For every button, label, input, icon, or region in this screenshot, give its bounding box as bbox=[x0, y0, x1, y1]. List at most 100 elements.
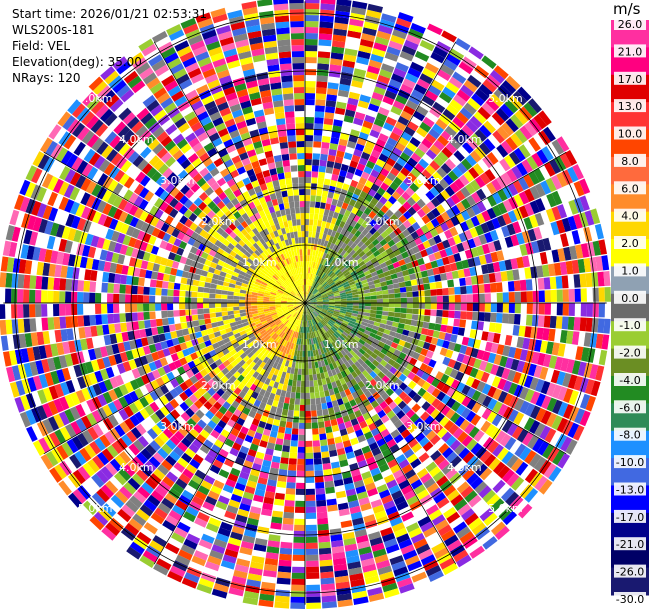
velocity-gate bbox=[343, 347, 350, 355]
velocity-gate bbox=[305, 494, 316, 501]
velocity-gate bbox=[328, 295, 335, 298]
velocity-gate bbox=[331, 46, 345, 54]
velocity-gate bbox=[375, 396, 385, 405]
velocity-gate bbox=[314, 337, 318, 344]
velocity-gate bbox=[361, 253, 368, 261]
velocity-gate bbox=[540, 410, 552, 425]
velocity-gate bbox=[439, 347, 448, 357]
velocity-gate bbox=[281, 306, 288, 310]
velocity-gate bbox=[530, 266, 538, 279]
velocity-gate bbox=[506, 169, 518, 183]
velocity-gate bbox=[395, 94, 408, 105]
velocity-gate bbox=[213, 269, 221, 276]
velocity-gate bbox=[185, 309, 192, 316]
velocity-gate bbox=[32, 346, 41, 361]
velocity-gate bbox=[417, 387, 427, 397]
velocity-gate bbox=[62, 115, 76, 131]
velocity-gate bbox=[543, 463, 557, 479]
velocity-gate bbox=[134, 258, 143, 269]
velocity-gate bbox=[199, 229, 208, 238]
velocity-gate bbox=[527, 98, 542, 114]
velocity-gate bbox=[487, 386, 497, 398]
velocity-gate bbox=[275, 356, 281, 364]
velocity-gate bbox=[497, 189, 508, 202]
velocity-gate bbox=[436, 204, 446, 215]
velocity-gate bbox=[26, 426, 38, 442]
velocity-gate bbox=[301, 380, 305, 387]
velocity-gate bbox=[459, 277, 466, 286]
velocity-gate bbox=[111, 230, 120, 242]
velocity-gate bbox=[470, 179, 481, 192]
velocity-gate bbox=[367, 65, 380, 75]
velocity-gate bbox=[140, 374, 150, 385]
velocity-gate bbox=[351, 289, 358, 293]
velocity-gate bbox=[169, 208, 179, 218]
velocity-gate bbox=[206, 357, 215, 366]
velocity-gate bbox=[459, 107, 473, 120]
velocity-gate bbox=[345, 171, 354, 180]
velocity-gate bbox=[398, 459, 410, 469]
velocity-gate bbox=[216, 247, 225, 255]
velocity-gate bbox=[260, 339, 267, 346]
velocity-gate bbox=[105, 462, 118, 476]
velocity-gate bbox=[294, 362, 299, 369]
velocity-gate bbox=[264, 491, 275, 499]
velocity-gate bbox=[312, 274, 316, 281]
velocity-gate bbox=[326, 241, 332, 249]
velocity-gate bbox=[335, 321, 342, 326]
velocity-gate bbox=[311, 287, 316, 294]
velocity-gate bbox=[103, 334, 112, 346]
velocity-gate bbox=[41, 359, 50, 373]
velocity-gate bbox=[166, 371, 176, 381]
velocity-gate bbox=[281, 451, 290, 459]
velocity-gate bbox=[426, 375, 435, 385]
velocity-gate bbox=[373, 367, 381, 375]
velocity-gate bbox=[344, 285, 351, 290]
velocity-gate bbox=[0, 304, 6, 319]
velocity-gate bbox=[333, 374, 340, 382]
velocity-gate bbox=[197, 292, 204, 298]
velocity-gate bbox=[549, 315, 557, 329]
velocity-gate bbox=[510, 358, 520, 371]
velocity-gate bbox=[327, 278, 333, 284]
velocity-gate bbox=[501, 420, 513, 433]
velocity-gate bbox=[325, 288, 332, 292]
velocity-gate bbox=[370, 149, 381, 159]
velocity-gate bbox=[287, 303, 294, 305]
velocity-gate bbox=[185, 506, 199, 517]
velocity-gate bbox=[359, 393, 368, 402]
velocity-gate bbox=[522, 337, 531, 350]
velocity-gate bbox=[313, 256, 318, 263]
velocity-gate bbox=[330, 273, 337, 279]
velocity-gate bbox=[47, 416, 60, 431]
velocity-gate bbox=[368, 59, 382, 69]
velocity-gate bbox=[263, 294, 270, 298]
velocity-gate bbox=[377, 226, 385, 235]
velocity-gate bbox=[318, 277, 323, 284]
velocity-gate bbox=[452, 71, 467, 84]
velocity-gate bbox=[344, 420, 353, 429]
velocity-gate bbox=[322, 601, 337, 609]
velocity-gate bbox=[346, 307, 353, 311]
velocity-gate bbox=[194, 372, 204, 381]
velocity-gate bbox=[102, 503, 117, 517]
velocity-gate bbox=[421, 214, 431, 225]
velocity-gate bbox=[148, 235, 157, 245]
velocity-gate bbox=[338, 422, 346, 431]
velocity-gate bbox=[48, 263, 56, 277]
velocity-gate bbox=[264, 326, 271, 332]
velocity-gate bbox=[283, 511, 294, 519]
velocity-gate bbox=[446, 387, 456, 398]
velocity-gate bbox=[108, 389, 118, 402]
velocity-gate bbox=[460, 210, 471, 221]
velocity-gate bbox=[305, 57, 317, 64]
velocity-gate bbox=[305, 15, 319, 22]
velocity-gate bbox=[591, 318, 599, 333]
velocity-gate bbox=[358, 273, 366, 279]
velocity-gate bbox=[234, 253, 242, 261]
velocity-gate bbox=[346, 426, 355, 435]
velocity-gate bbox=[170, 353, 179, 362]
velocity-gate bbox=[266, 351, 273, 359]
velocity-gate bbox=[119, 421, 131, 434]
velocity-gate bbox=[427, 23, 443, 36]
